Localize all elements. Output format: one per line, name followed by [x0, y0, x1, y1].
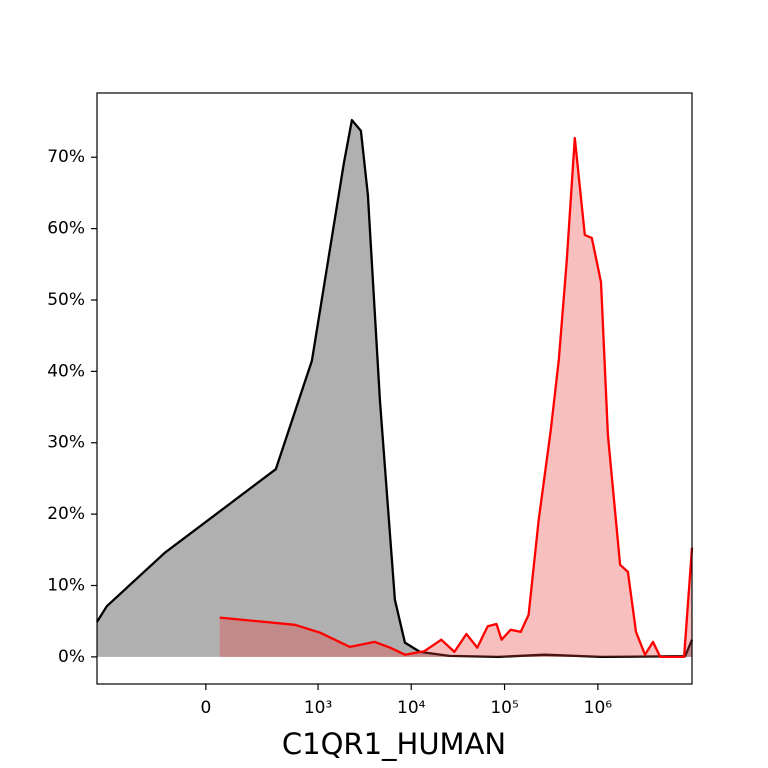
x-tick-label: 10³ — [304, 698, 332, 718]
area-line — [96, 118, 694, 659]
area-fill — [219, 138, 692, 657]
y-tick-label: 10% — [47, 576, 85, 596]
plot-frame — [96, 92, 693, 685]
area-line — [219, 136, 694, 659]
y-tick-label: 70% — [47, 147, 85, 167]
x-axis-label: C1QR1_HUMAN — [282, 727, 506, 761]
x-tick-label: 10⁶ — [584, 698, 613, 718]
y-tick-label: 50% — [47, 290, 85, 310]
y-tick-label: 40% — [47, 361, 85, 381]
y-tick-label: 0% — [58, 647, 85, 667]
y-tick-label: 20% — [47, 504, 85, 524]
y-tick-label: 30% — [47, 433, 85, 453]
y-tick-label: 60% — [47, 219, 85, 239]
x-tick-label: 0 — [200, 698, 211, 718]
x-tick-label: 10⁵ — [490, 698, 518, 718]
area-fill — [97, 120, 692, 657]
x-tick-label: 10⁴ — [397, 698, 426, 718]
